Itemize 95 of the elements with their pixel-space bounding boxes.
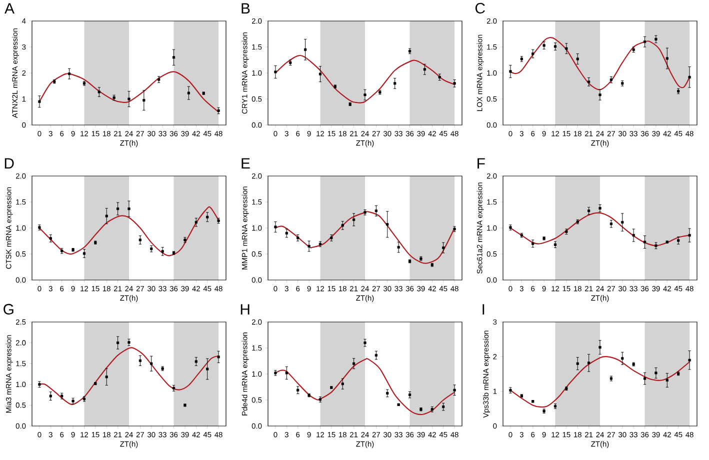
point xyxy=(341,382,344,386)
point xyxy=(352,362,356,365)
line-series xyxy=(274,54,456,104)
line-series xyxy=(274,211,456,264)
chart-title: H xyxy=(240,304,250,315)
point xyxy=(542,44,546,47)
point xyxy=(374,210,378,212)
point xyxy=(643,40,646,44)
point xyxy=(688,358,691,362)
point xyxy=(688,76,691,78)
point xyxy=(318,72,322,76)
chart-title: E xyxy=(242,158,250,169)
point xyxy=(138,359,142,362)
point xyxy=(364,342,366,344)
point xyxy=(688,234,691,237)
point xyxy=(576,362,579,365)
point xyxy=(285,232,288,234)
point xyxy=(386,223,389,226)
point xyxy=(194,360,198,363)
point xyxy=(666,57,668,60)
point xyxy=(598,346,602,349)
point xyxy=(654,372,658,374)
point xyxy=(68,72,71,76)
point xyxy=(453,82,456,85)
point xyxy=(116,207,120,210)
point xyxy=(453,388,456,392)
point xyxy=(172,56,176,59)
point xyxy=(82,252,86,255)
point xyxy=(576,58,579,60)
point xyxy=(128,98,130,100)
point xyxy=(98,90,100,94)
point xyxy=(666,378,668,382)
line-series xyxy=(510,356,690,408)
point xyxy=(150,362,153,365)
chart-title: I xyxy=(482,304,484,315)
chart-title: F xyxy=(478,158,485,169)
point xyxy=(621,357,624,360)
point xyxy=(105,214,108,218)
chart-title: A xyxy=(4,3,14,14)
line-series xyxy=(38,347,220,405)
point xyxy=(677,239,680,242)
point xyxy=(274,226,277,228)
line-series xyxy=(510,37,690,90)
chart-title: G xyxy=(4,304,14,314)
point xyxy=(598,206,602,210)
line-series xyxy=(274,358,456,416)
point xyxy=(352,218,356,221)
point xyxy=(341,224,344,227)
point xyxy=(643,240,646,244)
point xyxy=(217,356,220,358)
point xyxy=(654,38,658,40)
point xyxy=(128,207,130,210)
point xyxy=(187,92,190,94)
point xyxy=(532,52,534,56)
point xyxy=(588,362,590,364)
point xyxy=(397,246,400,249)
point xyxy=(394,82,396,85)
chart-title: D xyxy=(4,158,14,169)
point xyxy=(386,392,389,395)
point xyxy=(554,45,557,48)
point xyxy=(423,68,426,71)
line-series xyxy=(38,71,220,113)
chart-title: B xyxy=(242,3,250,14)
line-series xyxy=(510,212,690,246)
point xyxy=(632,234,635,237)
point xyxy=(116,342,120,344)
point xyxy=(304,48,307,51)
point xyxy=(588,210,590,212)
point xyxy=(374,354,378,357)
point xyxy=(206,368,209,370)
point xyxy=(509,70,512,73)
point xyxy=(38,100,41,103)
point xyxy=(206,216,209,218)
point xyxy=(142,99,146,102)
point xyxy=(161,250,164,253)
point xyxy=(621,220,624,224)
point xyxy=(442,405,445,408)
point xyxy=(49,394,52,398)
point xyxy=(49,237,52,240)
point xyxy=(194,220,198,224)
point xyxy=(610,222,612,226)
point xyxy=(588,80,590,84)
point xyxy=(643,377,646,380)
point xyxy=(565,47,568,50)
point xyxy=(532,242,534,245)
point xyxy=(442,246,445,250)
point xyxy=(105,376,108,378)
point xyxy=(285,372,288,374)
point xyxy=(598,94,602,96)
point xyxy=(308,244,310,248)
chart-title: C xyxy=(475,2,485,14)
point xyxy=(296,388,300,392)
point xyxy=(138,238,142,242)
point xyxy=(364,94,366,96)
point xyxy=(274,70,277,74)
